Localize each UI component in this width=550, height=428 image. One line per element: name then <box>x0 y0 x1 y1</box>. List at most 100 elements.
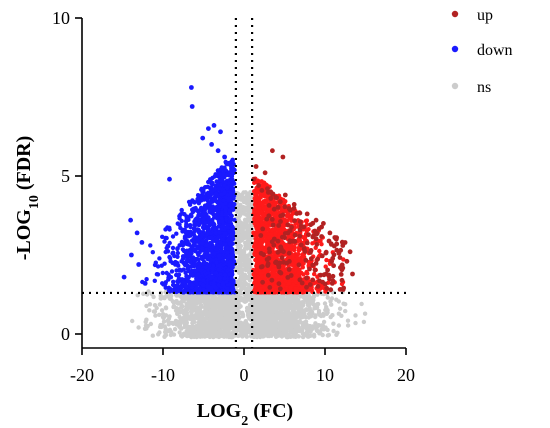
down-point <box>162 261 167 266</box>
down-point <box>166 244 171 249</box>
ns-point <box>136 325 141 330</box>
down-point <box>201 283 206 288</box>
down-point <box>218 129 223 135</box>
down-point <box>211 123 217 128</box>
down-point <box>200 248 206 253</box>
down-point <box>186 199 192 205</box>
ns-point <box>161 295 166 300</box>
down-point <box>199 187 204 192</box>
ns-point <box>195 326 200 331</box>
down-point <box>208 258 214 263</box>
ns-point <box>197 334 203 339</box>
ns-point <box>157 330 162 335</box>
down-point <box>222 231 228 236</box>
ns-point <box>315 302 320 307</box>
down-point <box>170 282 176 288</box>
ns-point <box>151 309 157 314</box>
down-point <box>230 231 235 236</box>
down-point <box>220 280 226 285</box>
ns-point <box>202 320 208 326</box>
ns-point <box>211 312 216 317</box>
ns-point <box>313 314 318 320</box>
ns-point <box>322 301 328 306</box>
down-point <box>163 281 168 287</box>
down-point <box>217 230 222 235</box>
ns-point <box>321 319 327 325</box>
ns-point <box>309 296 314 301</box>
down-point <box>230 252 235 257</box>
down-point <box>230 188 236 193</box>
ns-point <box>323 307 328 313</box>
ns-point <box>339 313 344 318</box>
ns-point <box>261 334 267 339</box>
down-point <box>218 264 223 269</box>
down-point <box>230 226 235 232</box>
down-point <box>211 251 217 256</box>
ns-point <box>230 330 235 336</box>
down-point <box>230 278 235 284</box>
ns-point <box>256 302 261 308</box>
ns-point <box>313 321 318 326</box>
ns-point <box>242 297 247 302</box>
ns-point <box>238 268 243 273</box>
ns-point <box>241 258 246 263</box>
down-point <box>196 272 201 277</box>
down-point <box>179 259 184 264</box>
ns-point <box>257 322 262 328</box>
ns-point <box>309 312 314 317</box>
ns-point <box>300 322 306 327</box>
down-point <box>207 235 212 241</box>
ns-point <box>343 302 348 307</box>
ns-point <box>190 320 195 326</box>
ns-point <box>243 244 249 249</box>
ns-point <box>186 302 191 308</box>
down-point <box>222 190 227 195</box>
ns-point <box>169 320 175 326</box>
down-point <box>188 233 193 238</box>
down-point <box>201 217 206 222</box>
down-point <box>172 253 177 259</box>
ns-point <box>212 305 217 311</box>
ns-point <box>277 332 282 337</box>
ns-point <box>337 306 343 311</box>
ns-point <box>222 325 227 330</box>
down-point <box>189 245 195 250</box>
ns-point <box>237 255 242 260</box>
ns-point <box>265 316 271 321</box>
down-point <box>176 279 181 285</box>
ns-point <box>211 301 216 307</box>
ns-point <box>141 291 146 296</box>
ns-point <box>329 302 334 307</box>
ns-point <box>162 324 167 329</box>
ns-point <box>325 295 330 300</box>
down-point <box>229 172 234 178</box>
ns-point <box>248 251 253 256</box>
down-point <box>177 267 183 272</box>
ns-point <box>196 320 201 325</box>
down-point <box>191 239 196 244</box>
ns-point <box>164 329 169 334</box>
down-point <box>165 249 171 254</box>
ns-point <box>331 321 336 326</box>
ns-point <box>290 295 295 300</box>
down-point <box>183 250 189 255</box>
ns-point <box>251 320 257 325</box>
down-point <box>214 237 219 242</box>
ns-point <box>153 313 158 318</box>
down-point <box>203 206 208 211</box>
down-point <box>199 206 204 211</box>
ns-point <box>169 329 174 335</box>
ns-point <box>184 323 190 329</box>
down-point <box>201 224 206 229</box>
ns-point <box>202 304 208 310</box>
down-point <box>221 198 226 203</box>
ns-point <box>303 298 308 303</box>
down-point <box>212 226 218 232</box>
ns-point <box>235 322 241 327</box>
down-point <box>182 262 188 268</box>
ns-point <box>229 304 235 310</box>
ns-point <box>180 297 186 302</box>
down-point <box>136 262 142 267</box>
down-point <box>213 191 219 196</box>
ns-point <box>345 318 351 323</box>
